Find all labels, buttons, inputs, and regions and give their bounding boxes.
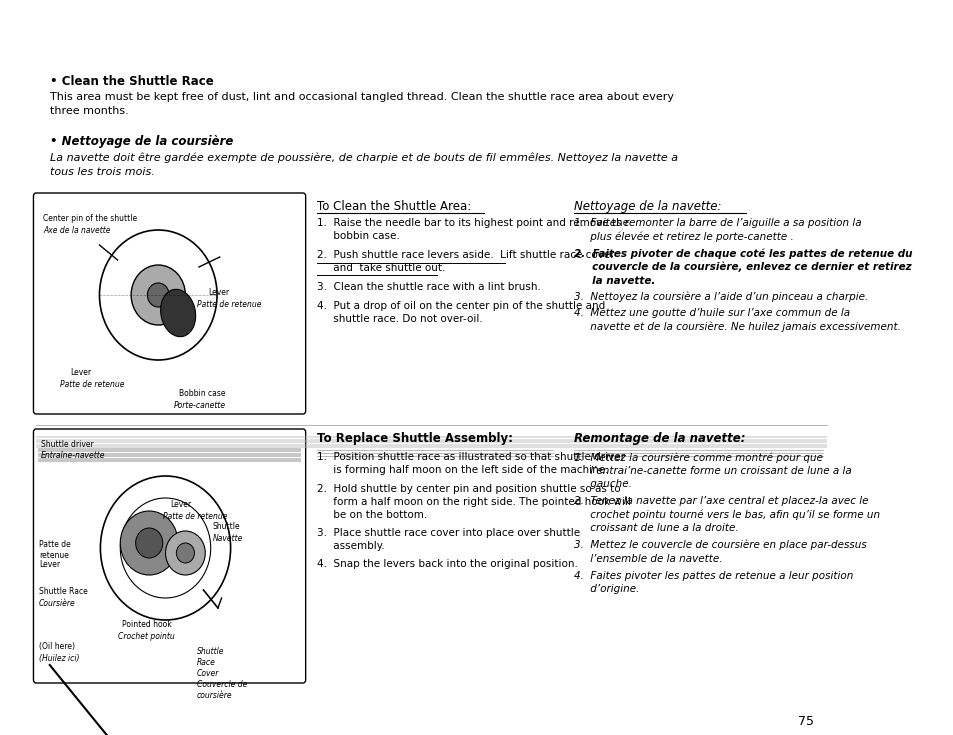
Text: 2.  Faites pivoter de chaque coté les pattes de retenue du
     couvercle de la : 2. Faites pivoter de chaque coté les pat… — [574, 248, 912, 286]
Bar — [36, 439, 825, 440]
Text: Patte de
retenue: Patte de retenue — [39, 540, 71, 560]
Text: • Nettoyage de la coursière: • Nettoyage de la coursière — [50, 135, 233, 148]
Text: 75: 75 — [797, 715, 813, 728]
Text: 4.  Put a drop of oil on the center pin of the shuttle and
     shuttle race. Do: 4. Put a drop of oil on the center pin o… — [316, 301, 604, 324]
Text: Shuttle driver: Shuttle driver — [41, 440, 93, 449]
Text: Shuttle: Shuttle — [213, 522, 240, 531]
Bar — [36, 446, 825, 448]
Text: Lever: Lever — [208, 288, 229, 297]
Text: Remontage de la navette:: Remontage de la navette: — [574, 432, 745, 445]
Circle shape — [131, 265, 185, 325]
Text: Porte-canette: Porte-canette — [173, 401, 226, 410]
Text: Bobbin case: Bobbin case — [179, 389, 225, 398]
Text: 2.  Hold shuttle by center pin and position shuttle so as to
     form a half mo: 2. Hold shuttle by center pin and positi… — [316, 484, 630, 520]
Text: 3.  Nettoyez la coursière a l’aide d’un pinceau a charpie.: 3. Nettoyez la coursière a l’aide d’un p… — [574, 291, 867, 301]
Text: Axe de la navette: Axe de la navette — [44, 226, 111, 235]
Text: Center pin of the shuttle: Center pin of the shuttle — [44, 214, 137, 223]
Text: Lever: Lever — [71, 368, 91, 377]
Text: Shuttle
Race
Cover
Couvercle de
coursière: Shuttle Race Cover Couvercle de coursièr… — [197, 647, 247, 700]
Text: 1.  Raise the needle bar to its highest point and remove the
     bobbin case.: 1. Raise the needle bar to its highest p… — [316, 218, 628, 241]
Text: 3.  Mettez le couvercle de coursière en place par-dessus
     l’ensemble de la n: 3. Mettez le couvercle de coursière en p… — [574, 540, 866, 564]
Bar — [38, 453, 301, 454]
Text: • Clean the Shuttle Race: • Clean the Shuttle Race — [50, 75, 213, 88]
Text: 1.  Faites remonter la barre de l’aiguille a sa position la
     plus élevée et : 1. Faites remonter la barre de l’aiguill… — [574, 218, 861, 242]
Text: 3.  Clean the shuttle race with a lint brush.: 3. Clean the shuttle race with a lint br… — [316, 282, 539, 292]
Circle shape — [120, 511, 178, 575]
Text: (Huilez ici): (Huilez ici) — [39, 654, 79, 663]
Bar — [36, 436, 825, 438]
Bar — [38, 448, 301, 450]
Text: Navette: Navette — [213, 534, 243, 543]
Text: Patte de retenue: Patte de retenue — [197, 300, 261, 309]
Circle shape — [148, 283, 169, 307]
Text: La navette doit être gardée exempte de poussière, de charpie et de bouts de fil : La navette doit être gardée exempte de p… — [50, 152, 678, 176]
Text: Patte de retenue: Patte de retenue — [163, 512, 227, 521]
Text: Entraîne-navette: Entraîne-navette — [41, 451, 105, 460]
Text: Crochet pointu: Crochet pointu — [117, 632, 174, 641]
Text: 4.  Mettez une goutte d’huile sur l’axe commun de la
     navette et de la cours: 4. Mettez une goutte d’huile sur l’axe c… — [574, 308, 901, 332]
Bar — [38, 457, 301, 459]
Text: Coursière: Coursière — [39, 599, 75, 608]
Ellipse shape — [160, 290, 195, 337]
Text: 1.  Mettez la coursière comme montré pour que
     l’entrai’ne-canette forme un : 1. Mettez la coursière comme montré pour… — [574, 452, 851, 489]
Text: 3.  Place shuttle race cover into place over shuttle
     assembly.: 3. Place shuttle race cover into place o… — [316, 528, 579, 551]
Circle shape — [176, 543, 194, 563]
Text: 4.  Snap the levers back into the original position.: 4. Snap the levers back into the origina… — [316, 559, 577, 569]
Circle shape — [165, 531, 205, 575]
Text: To Replace Shuttle Assembly:: To Replace Shuttle Assembly: — [316, 432, 512, 445]
Text: Patte de retenue: Patte de retenue — [60, 380, 124, 389]
Text: Pointed hook: Pointed hook — [122, 620, 172, 629]
Text: Lever: Lever — [39, 560, 60, 569]
Text: 2.  Tenez la navette par l’axe central et placez-la avec le
     crochet pointu : 2. Tenez la navette par l’axe central et… — [574, 496, 880, 533]
Text: 1.  Position shuttle race as illustrated so that shuttle driver
     is forming : 1. Position shuttle race as illustrated … — [316, 452, 624, 476]
Text: 2.  Push shuttle race levers aside.  Lift shuttle race cover
     and  take shut: 2. Push shuttle race levers aside. Lift … — [316, 250, 614, 273]
Text: 4.  Faites pivoter les pattes de retenue a leur position
     d’origine.: 4. Faites pivoter les pattes de retenue … — [574, 571, 853, 594]
Bar — [38, 460, 301, 462]
Circle shape — [135, 528, 163, 558]
Bar — [36, 441, 825, 443]
Text: To Clean the Shuttle Area:: To Clean the Shuttle Area: — [316, 200, 470, 213]
FancyBboxPatch shape — [33, 193, 305, 414]
Text: (Oil here): (Oil here) — [39, 642, 74, 651]
FancyBboxPatch shape — [33, 429, 305, 683]
Bar — [36, 443, 825, 445]
Bar — [38, 455, 301, 457]
Text: This area must be kept free of dust, lint and occasional tangled thread. Clean t: This area must be kept free of dust, lin… — [50, 92, 673, 116]
Text: Nettoyage de la navette:: Nettoyage de la navette: — [574, 200, 721, 213]
Text: Lever: Lever — [170, 500, 191, 509]
Bar — [38, 450, 301, 452]
Text: Shuttle Race: Shuttle Race — [39, 587, 88, 596]
